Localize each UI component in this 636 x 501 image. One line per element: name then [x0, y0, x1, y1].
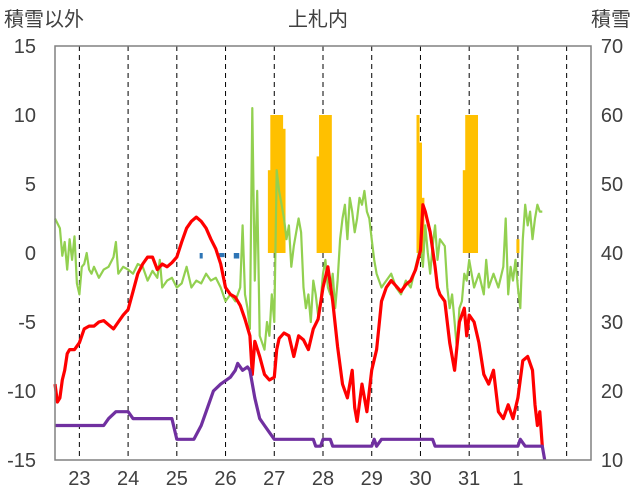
right-tick-label: 20 [601, 381, 623, 403]
right-axis-label: 積雪 [591, 7, 631, 31]
left-tick-label: 5 [25, 174, 36, 196]
precipitation-bar [470, 115, 474, 253]
right-tick-label: 30 [601, 312, 623, 334]
chart-title: 上札内 [288, 7, 348, 31]
x-tick-label: 24 [117, 468, 139, 490]
precipitation-bar [472, 115, 476, 253]
right-tick-label: 60 [601, 105, 623, 127]
right-tick-label: 10 [601, 450, 623, 472]
precipitation-bar [280, 115, 284, 253]
right-tick-label: 70 [601, 36, 623, 58]
precipitation-bar [474, 115, 479, 253]
left-axis-label: 積雪以外 [4, 7, 84, 31]
right-tick-labels: 70 60 50 40 30 20 10 [601, 36, 623, 472]
rain-bar [236, 253, 240, 259]
precipitation-bar [316, 156, 320, 253]
precipitation-bar [272, 115, 276, 253]
plot-frame [54, 45, 592, 461]
left-tick-label: -15 [7, 450, 36, 472]
rain-bar [199, 253, 203, 259]
rain-bar [233, 253, 237, 259]
x-tick-label: 27 [263, 468, 285, 490]
precipitation-bar [267, 170, 271, 253]
x-tick-label: 23 [68, 468, 90, 490]
precipitation-bar [467, 115, 471, 253]
left-tick-label: 10 [14, 105, 36, 127]
precipitation-bar [326, 115, 330, 253]
x-tick-label: 1 [512, 468, 523, 490]
precipitation-bar [270, 115, 274, 253]
rain-bars [199, 253, 240, 259]
temperature-line [53, 203, 544, 447]
precipitation-bar [319, 115, 323, 253]
precipitation-bar [282, 128, 286, 253]
x-tick-label: 31 [458, 468, 480, 490]
precipitation-bar [516, 239, 520, 253]
precipitation-bar [462, 170, 466, 253]
x-tick-label: 25 [166, 468, 188, 490]
left-tick-label: 15 [14, 36, 36, 58]
right-tick-label: 40 [601, 243, 623, 265]
rain-bar [219, 253, 223, 258]
right-tick-label: 50 [601, 174, 623, 196]
precipitation-bar [418, 142, 422, 253]
snow-depth-line [55, 361, 547, 461]
precipitation-bar [323, 115, 327, 253]
x-tick-labels: 23 24 25 26 27 28 29 30 31 1 [68, 468, 523, 490]
left-tick-label: -5 [18, 312, 36, 334]
rain-bar [221, 253, 225, 258]
x-tick-label: 29 [361, 468, 383, 490]
precipitation-bar [328, 115, 332, 253]
left-tick-label: -10 [7, 381, 36, 403]
precipitation-bar [321, 115, 325, 253]
x-tick-label: 26 [214, 468, 236, 490]
left-tick-label: 0 [25, 243, 36, 265]
precipitation-bars [267, 115, 520, 253]
x-tick-label: 30 [409, 468, 431, 490]
left-tick-labels: 15 10 5 0 -5 -10 -15 [7, 36, 36, 472]
precipitation-bar [416, 115, 420, 253]
series-lines [53, 107, 547, 461]
precipitation-bar [465, 115, 469, 253]
x-tick-label: 28 [312, 468, 334, 490]
